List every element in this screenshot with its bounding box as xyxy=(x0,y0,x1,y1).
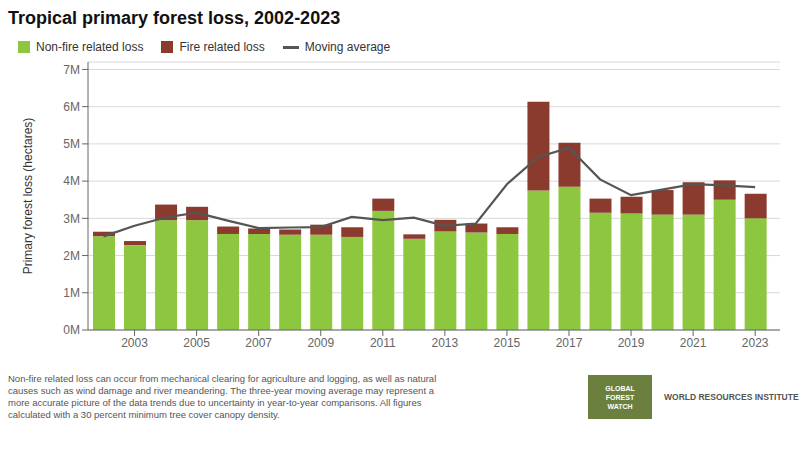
html-text:Non-fire related loss can occu: Non-fire related loss can occur from mec… xyxy=(8,373,437,420)
html-text:GLOBAL FOREST WATCH: GLOBAL FOREST WATCH xyxy=(605,384,635,410)
svg-text:6M: 6M xyxy=(63,100,80,114)
html-text:Non-fire related loss: Non-fire related loss xyxy=(36,40,144,54)
svg-text:2023: 2023 xyxy=(742,336,769,350)
svg-text:5M: 5M xyxy=(63,137,80,151)
svg-text:2019: 2019 xyxy=(618,336,645,350)
svg-text:7M: 7M xyxy=(63,63,80,77)
svg-text:2005: 2005 xyxy=(183,336,210,350)
svg-text:2021: 2021 xyxy=(680,336,707,350)
svg-text:4M: 4M xyxy=(63,174,80,188)
svg-text:2M: 2M xyxy=(63,249,80,263)
svg-text:2011: 2011 xyxy=(370,336,396,350)
svg-text:2003: 2003 xyxy=(121,336,148,350)
html-text:Tropical primary forest loss,: Tropical primary forest loss, 2002-2023 xyxy=(8,8,341,28)
svg-text:1M: 1M xyxy=(63,286,80,300)
svg-text:2017: 2017 xyxy=(556,336,583,350)
svg-text:2015: 2015 xyxy=(494,336,521,350)
svg-text:3M: 3M xyxy=(63,212,80,226)
svg-text:2009: 2009 xyxy=(307,336,334,350)
html-text:Moving average: Moving average xyxy=(304,40,391,54)
svg-text:2007: 2007 xyxy=(245,336,272,350)
html-text:Fire related loss: Fire related loss xyxy=(179,40,265,54)
svg-text:2013: 2013 xyxy=(432,336,459,350)
html-text:WORLD RESOURCES INSTITUTE: WORLD RESOURCES INSTITUTE xyxy=(664,392,799,402)
svg-text:Primary forest loss (hectares): Primary forest loss (hectares) xyxy=(21,118,35,275)
svg-text:0M: 0M xyxy=(63,323,80,337)
